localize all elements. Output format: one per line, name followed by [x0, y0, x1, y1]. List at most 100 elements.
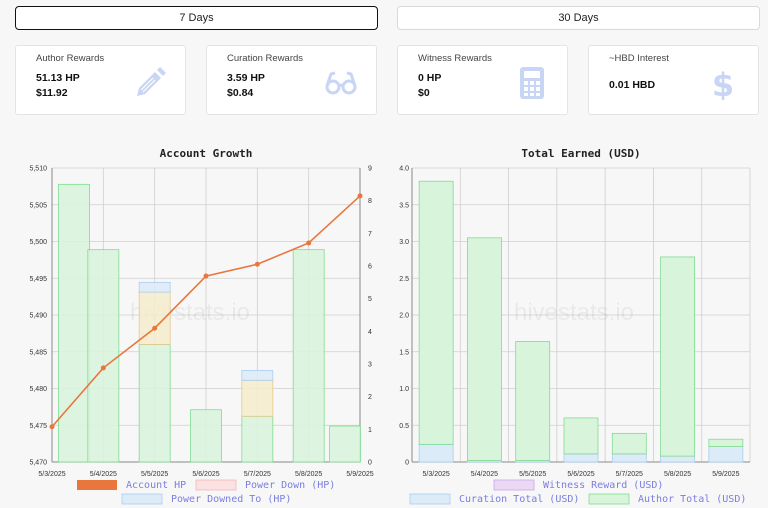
card-value-hp: 51.13 HP: [36, 72, 80, 84]
y-right-tick-label: 3: [368, 362, 372, 369]
x-tick-label: 5/5/2025: [519, 471, 546, 478]
y-tick-label: 3.5: [399, 202, 409, 209]
y-left-tick-label: 5,470: [29, 460, 47, 467]
y-tick-label: 2.0: [399, 313, 409, 320]
y-tick-label: 1.0: [399, 386, 409, 393]
card-title: Witness Rewards: [418, 53, 492, 64]
point-account-hp: [357, 193, 363, 199]
point-account-hp: [203, 273, 209, 279]
legend-label: Author Total (USD): [638, 494, 746, 505]
bar-author-curation: [292, 249, 325, 463]
dollar-icon: $: [712, 66, 734, 100]
bar-curation-total: [660, 455, 695, 463]
y-right-tick-label: 4: [368, 329, 372, 336]
bar-author-curation: [241, 415, 274, 463]
chart-title: Total Earned (USD): [521, 147, 640, 160]
bar-author-curation: [138, 343, 171, 463]
tab-30-days[interactable]: 30 Days: [397, 6, 760, 30]
point-account-hp: [254, 261, 260, 267]
y-tick-label: 2.5: [399, 276, 409, 283]
bar-power-down: [241, 379, 274, 417]
x-tick-label: 5/9/2025: [712, 471, 739, 478]
x-tick-label: 5/6/2025: [567, 471, 594, 478]
y-right-tick-label: 8: [368, 198, 372, 205]
legend-label: Power Downed To (HP): [171, 494, 291, 505]
card-title: Author Rewards: [36, 53, 105, 64]
hbd-interest-card: ~HBD Interest 0.01 HBD $: [588, 45, 759, 115]
bar-curation-total: [563, 453, 599, 463]
y-tick-label: 0.5: [399, 423, 409, 430]
total-earned-chart: Total Earned (USD) 0 0.5 1.0 1.5 2.0 2.5 3.0 3.5…: [399, 147, 751, 505]
calculator-icon: [520, 67, 544, 99]
legend-swatch-account-hp: [77, 480, 117, 490]
legend-label: Curation Total (USD): [459, 494, 579, 505]
point-account-hp: [152, 325, 158, 331]
y-right-tick-label: 1: [368, 427, 372, 434]
legend-label: Power Down (HP): [245, 480, 335, 491]
card-title: Curation Rewards: [227, 53, 304, 64]
x-tick-label: 5/5/2025: [141, 471, 168, 478]
card-value-usd: $0.84: [227, 87, 254, 99]
point-account-hp: [100, 365, 106, 371]
x-tick-label: 5/3/2025: [423, 471, 450, 478]
x-tick-label: 5/3/2025: [38, 471, 65, 478]
card-value-hbd: 0.01 HBD: [609, 79, 656, 91]
y-left-tick-label: 5,510: [29, 166, 47, 173]
y-tick-label: 3.0: [399, 239, 409, 246]
point-account-hp: [49, 424, 55, 430]
card-value-hp: 3.59 HP: [227, 72, 265, 84]
y-left-tick-label: 5,490: [29, 313, 47, 320]
y-left-tick-label: 5,505: [29, 202, 47, 209]
y-right-tick-label: 5: [368, 296, 372, 303]
y-tick-label: 1.5: [399, 349, 409, 356]
y-right-tick-label: 0: [368, 460, 372, 467]
account-growth-chart: Account Growth 5,470 5,475 5,480 5,485 5,490 5…: [29, 147, 373, 505]
x-tick-label: 5/6/2025: [192, 471, 219, 478]
legend-swatch-power-down: [195, 479, 237, 491]
card-title: ~HBD Interest: [609, 53, 669, 64]
tab-7-days[interactable]: 7 Days: [15, 6, 378, 30]
legend-swatch-witness: [493, 479, 535, 491]
bar-author-total: [563, 417, 599, 455]
bar-author-total: [660, 256, 695, 457]
x-tick-label: 5/7/2025: [616, 471, 643, 478]
y-left-tick-label: 5,495: [29, 276, 47, 283]
bar-author-total: [611, 432, 647, 455]
svg-text:$: $: [712, 66, 734, 100]
bar-author-total: [515, 341, 551, 461]
witness-rewards-card: Witness Rewards 0 HP $0: [397, 45, 568, 115]
bar-author-curation: [58, 183, 90, 463]
y-right-tick-label: 7: [368, 231, 372, 238]
legend-swatch-author: [588, 493, 630, 505]
x-tick-label: 5/4/2025: [90, 471, 117, 478]
bar-power-downed-to: [138, 281, 171, 293]
bar-author-total: [467, 237, 502, 461]
y-tick-label: 4.0: [399, 166, 409, 173]
bar-author-curation: [329, 425, 361, 463]
author-rewards-card: Author Rewards 51.13 HP $11.92: [15, 45, 186, 115]
bar-author-curation: [190, 409, 222, 463]
x-tick-label: 5/9/2025: [346, 471, 373, 478]
x-tick-label: 5/8/2025: [295, 471, 322, 478]
watermark: hivestats.io: [514, 299, 634, 326]
point-account-hp: [306, 240, 312, 246]
bar-author-curation: [87, 249, 120, 463]
y-left-tick-label: 5,475: [29, 423, 47, 430]
y-left-tick-label: 5,485: [29, 349, 47, 356]
bar-curation-total: [418, 443, 454, 463]
x-tick-label: 5/4/2025: [471, 471, 498, 478]
bar-power-downed-to: [241, 370, 274, 381]
x-tick-label: 5/7/2025: [244, 471, 271, 478]
bar-author-total: [708, 438, 744, 447]
legend-swatch-power-downed-to: [121, 493, 163, 505]
chart-title: Account Growth: [160, 147, 253, 160]
card-value-usd: $0: [418, 87, 430, 99]
bar-author-total: [418, 180, 454, 445]
y-tick-label: 0: [405, 460, 409, 467]
y-left-tick-label: 5,500: [29, 239, 47, 246]
bar-curation-total: [611, 453, 647, 463]
y-left-tick-label: 5,480: [29, 386, 47, 393]
glasses-icon: [325, 71, 357, 95]
bar-curation-total: [708, 446, 744, 463]
card-value-hp: 0 HP: [418, 72, 442, 84]
